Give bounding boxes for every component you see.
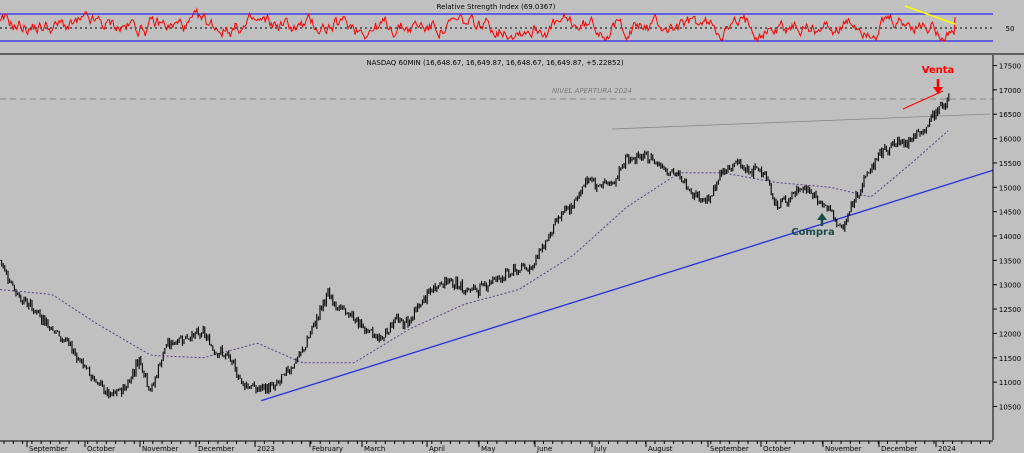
price-panel: NASDAQ 60MIN (16,648.67, 16,649.87, 16,6… xyxy=(0,55,1021,440)
y-tick-label: 11500 xyxy=(999,355,1021,363)
x-tick-label: June xyxy=(536,445,552,453)
y-tick-label: 10500 xyxy=(999,404,1021,412)
rsi-trendline xyxy=(904,5,956,25)
rsi-panel: Relative Strength Index (69.0367) 50 xyxy=(0,3,1015,43)
y-tick-label: 17000 xyxy=(999,87,1021,95)
y-tick-label: 13500 xyxy=(999,257,1021,265)
resistance-line xyxy=(611,113,991,130)
x-tick-label: December xyxy=(198,445,234,453)
venta-trendline xyxy=(902,90,944,110)
x-tick-label: November xyxy=(825,445,862,453)
compra-arrow xyxy=(817,213,827,226)
y-tick-label: 17500 xyxy=(999,63,1021,71)
y-tick-label: 15000 xyxy=(999,184,1021,192)
y-tick-label: 16500 xyxy=(999,111,1021,119)
y-tick-label: 13000 xyxy=(999,282,1021,290)
x-tick-label: August xyxy=(648,445,673,453)
x-tick-label: March xyxy=(364,445,385,453)
x-tick-label: October xyxy=(763,445,791,453)
x-tick-label: November xyxy=(142,445,179,453)
rsi-level-label: 50 xyxy=(1006,25,1015,33)
y-tick-label: 12000 xyxy=(999,330,1021,338)
rsi-title: Relative Strength Index (69.0367) xyxy=(437,3,556,11)
y-tick-label: 14000 xyxy=(999,233,1021,241)
y-tick-label: 12500 xyxy=(999,306,1021,314)
x-tick-label: April xyxy=(429,445,445,453)
y-axis-ticks: 10500 11000 11500 12000 12500 13000 13500 14000… xyxy=(993,63,1021,412)
price-bars xyxy=(0,93,950,399)
x-tick-label: February xyxy=(312,445,343,453)
x-tick-label: October xyxy=(87,445,115,453)
x-tick-label: December xyxy=(881,445,917,453)
rsi-line xyxy=(0,7,956,43)
x-tick-label: July xyxy=(593,445,607,453)
y-tick-label: 14500 xyxy=(999,209,1021,217)
y-tick-label: 16000 xyxy=(999,136,1021,144)
compra-label: Compra xyxy=(791,227,834,238)
moving-average-line xyxy=(0,130,949,364)
trendline xyxy=(261,169,994,402)
x-tick-label: September xyxy=(29,445,68,453)
x-tick-label: September xyxy=(710,445,749,453)
x-tick-label: May xyxy=(481,445,495,453)
y-tick-label: 15500 xyxy=(999,160,1021,168)
price-title: NASDAQ 60MIN (16,648.67, 16,649.87, 16,6… xyxy=(366,59,623,67)
x-tick-label: 2024 xyxy=(938,445,956,453)
venta-label: Venta xyxy=(922,65,955,76)
x-tick-label: 2023 xyxy=(257,445,275,453)
nivel-apertura-label: NIVEL APERTURA 2024 xyxy=(552,87,632,95)
x-axis-ticks: September October November December 2023 Febr… xyxy=(3,441,991,453)
venta-arrow xyxy=(933,79,943,94)
y-tick-label: 11000 xyxy=(999,379,1021,387)
